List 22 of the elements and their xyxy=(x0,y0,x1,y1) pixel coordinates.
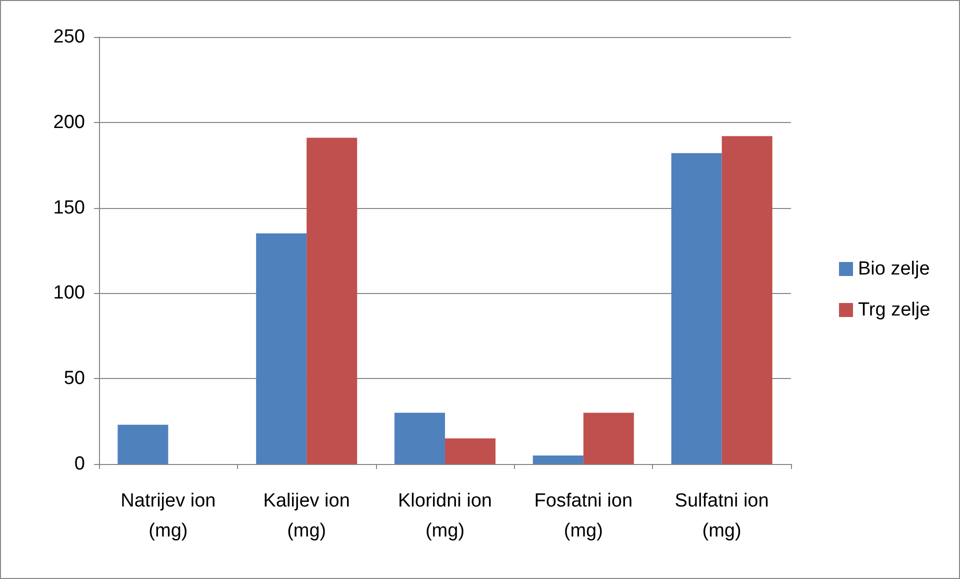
bar xyxy=(306,138,358,464)
y-tick-label: 50 xyxy=(64,368,85,390)
legend-label: Trg zelje xyxy=(858,300,930,320)
bar xyxy=(256,233,307,464)
bar xyxy=(671,153,722,464)
y-tick-label: 250 xyxy=(53,26,85,48)
bar xyxy=(445,438,496,464)
y-tick-label: 100 xyxy=(53,282,85,304)
x-tick-label: Kloridni ion (mg) xyxy=(398,490,492,542)
x-tick-label: Natrijev ion (mg) xyxy=(120,490,216,542)
x-tick-label: Kalijev ion (mg) xyxy=(263,490,350,542)
x-tick-label: Fosfatni ion (mg) xyxy=(534,490,633,542)
y-tick-label: 0 xyxy=(74,454,85,474)
bar xyxy=(532,455,584,464)
x-tick-label: Sulfatni ion (mg) xyxy=(674,490,769,542)
bar xyxy=(722,136,772,464)
legend-label: Bio zelje xyxy=(858,258,930,280)
y-tick-label: 150 xyxy=(53,197,85,218)
bar xyxy=(394,412,445,464)
bar xyxy=(583,412,634,464)
y-tick-label: 200 xyxy=(53,112,85,133)
bar xyxy=(118,424,168,464)
